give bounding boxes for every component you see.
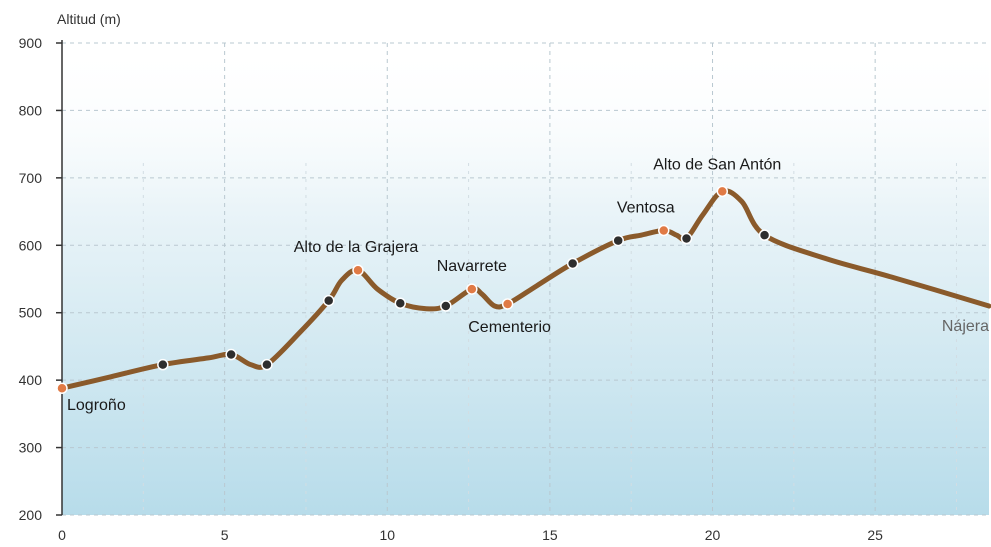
x-tick-label: 10 <box>379 527 395 543</box>
waypoint-label: Ventosa <box>617 199 675 216</box>
y-tick-label: 400 <box>19 372 43 388</box>
y-tick-label: 800 <box>19 102 43 118</box>
x-tick-label: 25 <box>867 527 883 543</box>
waypoint-marker <box>225 348 237 361</box>
waypoint-labels: Logroño Alto de la Grajera Navarrete Cement… <box>67 156 781 414</box>
waypoint-label: Navarrete <box>437 258 507 275</box>
waypoint-marker-major <box>657 224 670 237</box>
y-tick-label: 300 <box>19 440 43 456</box>
waypoint-marker <box>261 358 273 371</box>
waypoint-marker <box>440 300 452 312</box>
waypoint-marker-major <box>501 298 514 310</box>
waypoint-label: Logroño <box>67 397 126 414</box>
waypoint-marker <box>394 297 407 310</box>
y-tick-label: 500 <box>19 305 43 321</box>
waypoint-label: Cementerio <box>468 319 551 336</box>
waypoint-marker <box>612 234 624 247</box>
x-tick-label: 20 <box>705 527 721 543</box>
grid-lines <box>62 42 989 516</box>
waypoint-marker <box>157 358 169 371</box>
waypoint-markers <box>56 185 771 394</box>
waypoint-marker-major <box>716 185 729 198</box>
y-tick-label: 900 <box>19 35 43 51</box>
end-town-label: Nájera <box>942 318 989 335</box>
x-tick-label: 5 <box>221 527 229 543</box>
x-axis-ticks: 0 5 10 15 20 25 <box>58 527 883 543</box>
y-axis-ticks: 200 300 400 500 600 700 800 900 <box>19 35 62 523</box>
x-tick-label: 0 <box>58 527 66 543</box>
y-axis-title: Altitud (m) <box>57 11 121 27</box>
waypoint-marker <box>322 294 335 307</box>
waypoint-label: Alto de San Antón <box>653 156 781 173</box>
y-tick-label: 200 <box>19 507 43 523</box>
waypoint-marker-major <box>466 283 478 295</box>
waypoint-marker <box>758 229 771 241</box>
waypoint-marker <box>566 257 579 270</box>
waypoint-label: Alto de la Grajera <box>294 239 419 256</box>
y-tick-label: 600 <box>19 237 43 253</box>
waypoint-marker-major <box>56 382 68 394</box>
x-tick-label: 15 <box>542 527 558 543</box>
background-gradient <box>62 43 989 515</box>
waypoint-marker <box>680 232 693 245</box>
y-tick-label: 700 <box>19 170 43 186</box>
waypoint-marker-major <box>352 264 364 276</box>
